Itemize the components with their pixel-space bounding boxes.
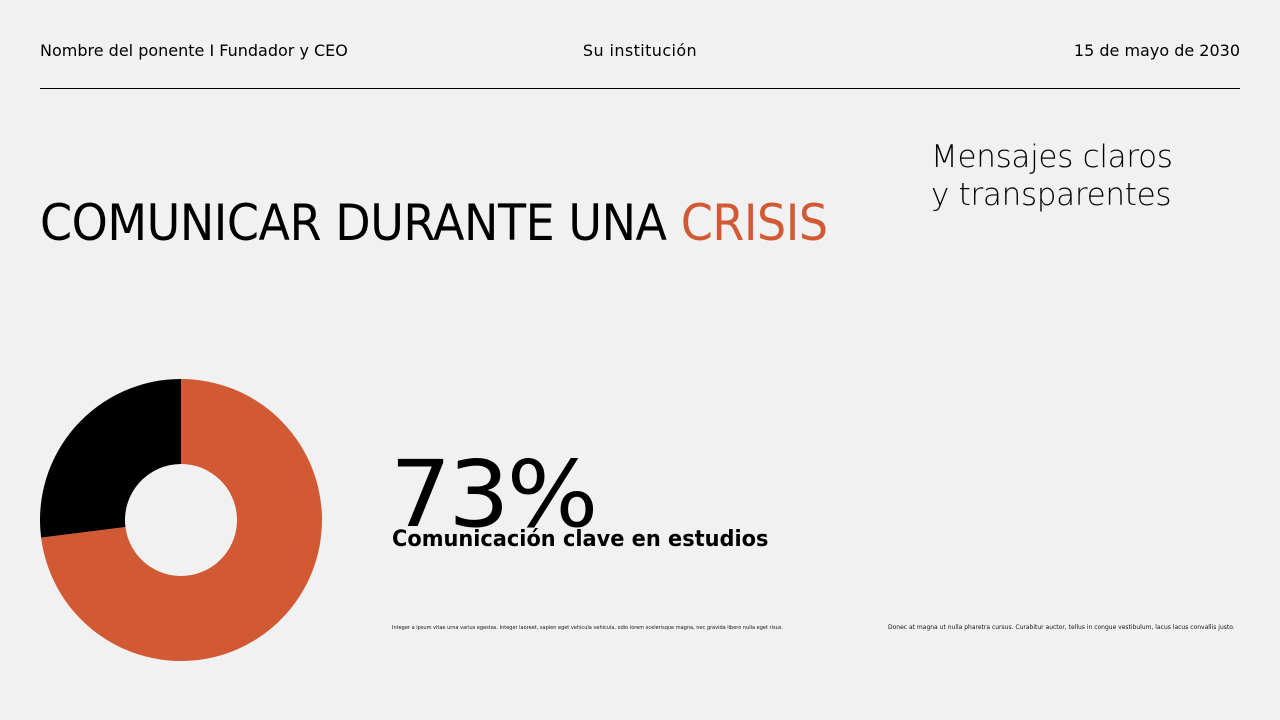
body-text-right: Donec at magna ut nulla pharetra cursus.…: [888, 624, 1234, 631]
donut-chart: [39, 379, 323, 661]
presentation-date: 15 de mayo de 2030: [1073, 41, 1240, 60]
stat-value: 73%: [390, 441, 598, 548]
slide-title: COMUNICAR DURANTE UNA CRISIS: [40, 192, 828, 254]
slide-subtitle: Mensajes claros y transparentes: [931, 138, 1173, 214]
donut-slice-2: [39, 379, 181, 538]
donut-slice-1: [41, 379, 323, 661]
speaker-name: Nombre del ponente I Fundador y CEO: [40, 41, 348, 60]
stat-label: Comunicación clave en estudios: [392, 527, 769, 552]
slide-title-main: COMUNICAR DURANTE UNA: [40, 194, 681, 252]
header-divider: [40, 88, 1240, 89]
subtitle-line-2: y transparentes: [931, 177, 1172, 213]
institution-name: Su institución: [582, 41, 698, 60]
slide-title-accent: CRISIS: [680, 194, 828, 252]
body-text-left: Integer a ipsum vitae urna varius egesta…: [392, 625, 784, 631]
subtitle-line-1: Mensajes claros: [931, 139, 1173, 175]
